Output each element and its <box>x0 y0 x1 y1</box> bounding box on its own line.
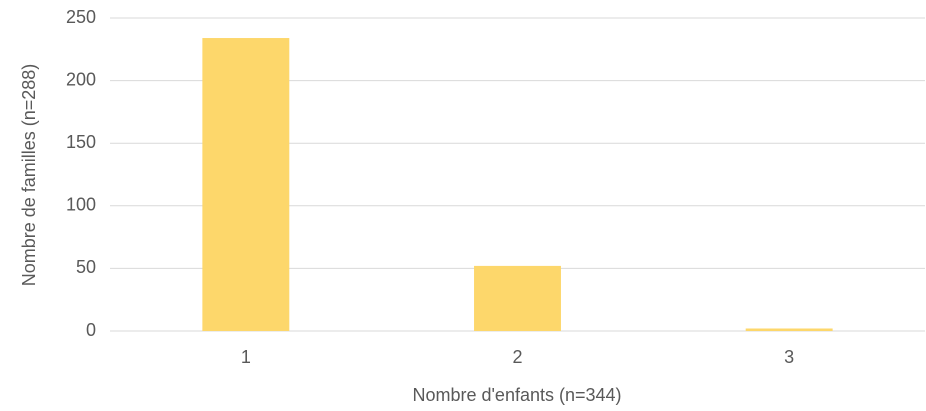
y-axis-label: Nombre de familles (n=288) <box>19 64 39 287</box>
bar <box>474 265 561 331</box>
y-tick-label: 250 <box>66 7 96 27</box>
y-tick-label: 0 <box>86 320 96 340</box>
y-tick-label: 100 <box>66 195 96 215</box>
x-tick-label: 3 <box>784 347 794 367</box>
x-tick-label: 2 <box>512 347 522 367</box>
bar <box>745 328 833 331</box>
y-tick-label: 50 <box>76 257 96 277</box>
y-tick-label: 200 <box>66 69 96 89</box>
bar <box>202 38 290 331</box>
y-tick-label: 150 <box>66 132 96 152</box>
x-axis-label: Nombre d'enfants (n=344) <box>412 385 621 405</box>
x-tick-label: 1 <box>241 347 251 367</box>
